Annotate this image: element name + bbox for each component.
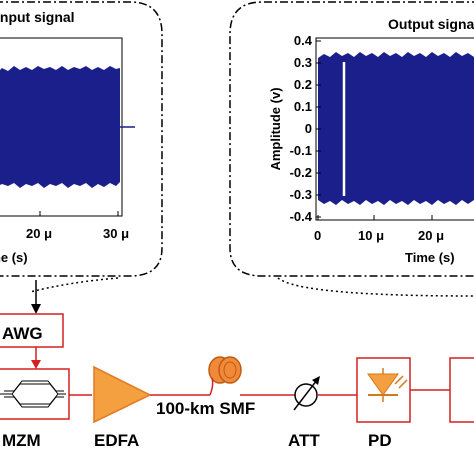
output-yticks: 0.4 0.3 0.2 0.1 0 -0.1 -0.2 -0.3 -0.4: [290, 33, 321, 224]
awg-box: [0, 313, 64, 348]
awg-to-mzm-arrowhead: [31, 360, 41, 369]
output-ytick-label: 0: [305, 121, 312, 136]
input-signal-waveform: [0, 66, 120, 188]
output-ytick-label: 0.4: [294, 33, 313, 48]
output-ytick-label: -0.1: [290, 143, 312, 158]
photodiode-icon: [367, 368, 408, 402]
output-ytick-label: -0.2: [290, 165, 312, 180]
output-ytick-label: -0.4: [290, 209, 313, 224]
att-label: ATT: [288, 431, 320, 450]
pd-label: PD: [368, 431, 392, 450]
spool-lead-line: [209, 377, 214, 396]
output-xtick-10: 10 μ: [358, 228, 384, 243]
output-ylabel: Amplitude (v): [268, 87, 283, 170]
output-ytick-label: 0.1: [294, 99, 312, 114]
input-signal-panel: Input signal 20 μ 30 μ Time (s): [0, 1, 163, 277]
output-ytick-label: 0.3: [294, 55, 312, 70]
output-xtick-0: 0: [314, 228, 321, 243]
input-plot-title: Input signal: [0, 9, 75, 25]
output-signal-panel: Output signal 0.4 0.3 0.2 0.1 0 -0.1 -0.…: [229, 1, 474, 277]
output-xtick-20: 20 μ: [418, 228, 444, 243]
input-callout-dotted: [29, 277, 119, 293]
mzm-label: MZM: [2, 431, 41, 450]
attenuator-arrow-line: [293, 379, 318, 411]
output-ytick-label: 0.2: [294, 77, 312, 92]
edfa-label: EDFA: [94, 431, 139, 450]
attenuator-arrowhead: [312, 376, 320, 385]
receiver-box-partial: [449, 357, 474, 423]
fiber-spool-icon: [208, 356, 242, 384]
input-panel-dashed-border: [0, 1, 163, 277]
output-xlabel: Time (s): [405, 250, 455, 265]
output-signal-waveform: [318, 52, 474, 205]
edfa-amplifier-icon: [93, 365, 152, 424]
mzm-waveguide-icon: [0, 380, 66, 408]
smf-label: 100-km SMF: [156, 399, 255, 418]
output-callout-dotted: [277, 277, 474, 297]
input-xtick-30: 30 μ: [103, 226, 129, 241]
output-plot-title: Output signal: [388, 16, 474, 32]
awg-label: AWG: [2, 324, 43, 343]
awg-input-arrowhead: [31, 304, 41, 314]
input-xtick-20: 20 μ: [26, 226, 52, 241]
output-panel-dashed-border: [229, 1, 474, 277]
input-xlabel: Time (s): [0, 250, 28, 265]
output-ytick-label: -0.3: [290, 187, 312, 202]
